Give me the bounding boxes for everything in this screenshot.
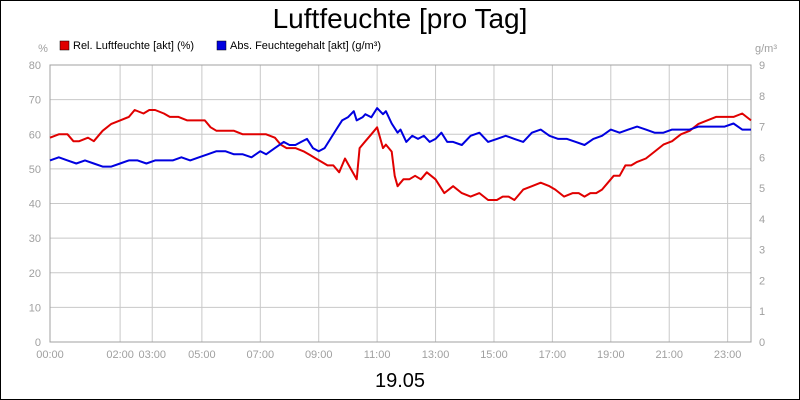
date-label: 19.05 (374, 370, 426, 392)
y-right-tick-label: 4 (759, 214, 765, 226)
x-tick-label: 02:00 (106, 349, 134, 361)
y-left-tick-label: 10 (29, 302, 41, 314)
y-right-tick-label: 9 (759, 60, 765, 72)
y-left-tick-label: 20 (29, 268, 41, 280)
y-right-tick-label: 1 (759, 306, 765, 318)
x-tick-label: 03:00 (138, 349, 166, 361)
y-left-tick-label: 0 (35, 337, 41, 349)
x-tick-label: 09:00 (305, 349, 333, 361)
x-tick-label: 21:00 (655, 349, 683, 361)
y-right-tick-label: 2 (759, 275, 765, 287)
plot-border (49, 64, 752, 343)
x-tick-label: 07:00 (247, 349, 275, 361)
x-tick-label: 23:00 (714, 349, 742, 361)
y-left-unit: % (38, 43, 48, 55)
x-tick-label: 15:00 (480, 349, 508, 361)
x-tick-label: 19:00 (597, 349, 625, 361)
x-tick-label: 17:00 (539, 349, 567, 361)
chart-title: Luftfeuchte [pro Tag] (272, 3, 528, 34)
y-right-tick-label: 5 (759, 183, 765, 195)
y-right-tick-label: 3 (759, 245, 765, 257)
series-line-rel-humidity (49, 109, 752, 201)
y-left-tick-label: 50 (29, 164, 41, 176)
y-right-tick-label: 0 (759, 337, 765, 349)
x-tick-label: 00:00 (36, 349, 64, 361)
legend-label-abs-humidity: Abs. Feuchtegehalt [akt] (g/m³) (230, 40, 381, 52)
y-right-tick-label: 7 (759, 122, 765, 134)
series-line-abs-humidity (49, 107, 751, 168)
y-right-tick-label: 8 (759, 91, 765, 103)
legend-label-rel-humidity: Rel. Luftfeuchte [akt] (%) (73, 40, 194, 52)
y-left-tick-label: 30 (29, 233, 41, 245)
legend-swatch-rel-humidity (59, 40, 70, 51)
x-tick-label: 13:00 (422, 349, 450, 361)
y-right-unit: g/m³ (755, 43, 777, 55)
y-left-tick-label: 70 (29, 95, 41, 107)
y-left-tick-label: 60 (29, 129, 41, 141)
legend-swatch-abs-humidity (216, 40, 227, 51)
y-left-tick-label: 80 (29, 60, 41, 72)
x-tick-label: 11:00 (364, 349, 391, 361)
x-tick-label: 05:00 (188, 349, 216, 361)
y-left-tick-label: 40 (29, 199, 41, 211)
y-right-tick-label: 6 (759, 152, 765, 164)
